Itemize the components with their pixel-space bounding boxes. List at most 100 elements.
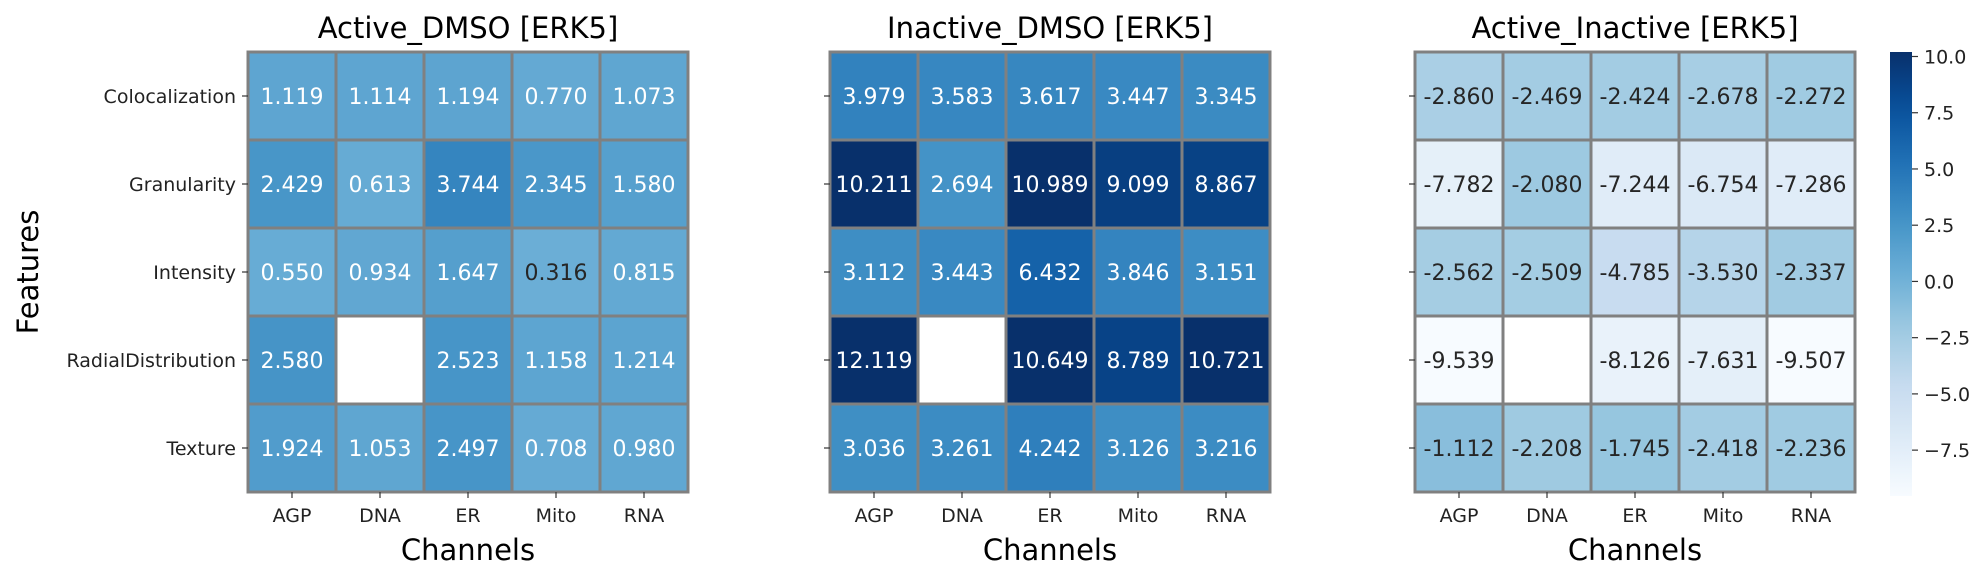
colorbar-tick-label: −5.0: [1924, 384, 1970, 406]
colorbar-tick-label: 10.0: [1924, 46, 1966, 68]
cell-value-label: 1.924: [261, 437, 324, 462]
cell-value-label: 2.523: [437, 349, 500, 374]
heatmap-cell: [1092, 50, 1184, 142]
x-tick-label: DNA: [941, 505, 983, 527]
cell-value-label: 8.867: [1195, 173, 1258, 198]
cell-value-label: 1.580: [613, 173, 676, 198]
heatmap-cell: [1501, 314, 1593, 406]
colorbar-tick-label: 0.0: [1924, 271, 1954, 293]
cell-value-label: 0.316: [525, 261, 588, 286]
x-axis-label: Channels: [983, 533, 1117, 567]
heatmap-panel-3: -2.860 -2.469 -2.424 -2.678 -2.272 -7.782 -2.0…: [1409, 11, 1857, 567]
x-tick-label: AGP: [273, 505, 312, 527]
x-tick-label: AGP: [855, 505, 894, 527]
cell-value-label: 10.721: [1188, 349, 1265, 374]
heatmap-cell: [598, 314, 690, 406]
cell-value-label: -7.244: [1600, 173, 1671, 198]
x-tick-label: RNA: [1791, 505, 1831, 527]
cell-value-label: -2.562: [1424, 261, 1495, 286]
colorbar-tick-label: −2.5: [1924, 328, 1970, 350]
cell-value-label: -1.112: [1424, 437, 1495, 462]
cell-value-label: 0.708: [525, 437, 588, 462]
x-tick-label: Mito: [1703, 505, 1744, 527]
cell-value-label: 0.934: [349, 261, 412, 286]
heatmap-cell: [1677, 50, 1769, 142]
y-tick-label: Colocalization: [104, 86, 236, 108]
heatmap-cell: [1765, 138, 1857, 230]
cell-value-label: 1.194: [437, 85, 500, 110]
heatmap-cell: [1092, 314, 1184, 406]
heatmap-cell: [1677, 138, 1769, 230]
heatmap-cell: [334, 402, 426, 494]
heatmap-cell: [1413, 226, 1505, 318]
x-tick-label: RNA: [624, 505, 664, 527]
cell-value-label: 2.429: [261, 173, 324, 198]
heatmap-cell: [334, 314, 426, 406]
x-tick-label: DNA: [359, 505, 401, 527]
heatmap-cell: [1180, 138, 1272, 230]
heatmap-cell: [1180, 226, 1272, 318]
cell-value-label: -2.469: [1512, 85, 1583, 110]
heatmap-cell: [1677, 314, 1769, 406]
cell-value-label: 1.214: [613, 349, 676, 374]
heatmap-cell: [916, 314, 1008, 406]
cell-value-label: 1.114: [349, 85, 412, 110]
cell-value-label: 3.151: [1195, 261, 1258, 286]
cell-value-label: 3.846: [1107, 261, 1170, 286]
x-tick-label: DNA: [1526, 505, 1568, 527]
x-tick-label: ER: [455, 505, 480, 527]
cell-value-label: 3.617: [1019, 85, 1082, 110]
cell-value-label: 3.443: [931, 261, 994, 286]
heatmap-cell: [1092, 138, 1184, 230]
cell-value-label: 6.432: [1019, 261, 1082, 286]
y-tick-label: RadialDistribution: [66, 350, 236, 372]
y-axis-label: Features: [11, 210, 45, 335]
cell-value-label: 10.649: [1012, 349, 1089, 374]
heatmap-cell: [1180, 402, 1272, 494]
heatmap-cell: [422, 314, 514, 406]
y-tick-label: Intensity: [153, 262, 236, 284]
x-tick-label: ER: [1037, 505, 1062, 527]
cell-value-label: 3.979: [843, 85, 906, 110]
cell-value-label: 12.119: [836, 349, 913, 374]
cell-value-label: -2.080: [1512, 173, 1583, 198]
heatmap-cell: [1004, 402, 1096, 494]
cell-value-label: 3.216: [1195, 437, 1258, 462]
heatmap-cell: [1765, 226, 1857, 318]
cell-value-label: -3.530: [1688, 261, 1759, 286]
cell-value-label: -7.782: [1424, 173, 1495, 198]
heatmap-cell: [1501, 138, 1593, 230]
cell-value-label: -2.337: [1776, 261, 1847, 286]
cell-value-label: 0.613: [349, 173, 412, 198]
heatmap-cell: [246, 402, 338, 494]
heatmap-cell: [1589, 314, 1681, 406]
cell-value-label: 3.126: [1107, 437, 1170, 462]
cell-value-label: -7.631: [1688, 349, 1759, 374]
cell-value-label: -8.126: [1600, 349, 1671, 374]
cell-value-label: 10.989: [1012, 173, 1089, 198]
cell-value-label: 8.789: [1107, 349, 1170, 374]
cell-value-label: -2.418: [1688, 437, 1759, 462]
cell-value-label: -9.539: [1424, 349, 1495, 374]
cell-value-label: -2.236: [1776, 437, 1847, 462]
cell-value-label: 1.053: [349, 437, 412, 462]
cell-value-label: -4.785: [1600, 261, 1671, 286]
cell-value-label: -2.860: [1424, 85, 1495, 110]
cell-value-label: -6.754: [1688, 173, 1759, 198]
cell-value-label: 2.694: [931, 173, 994, 198]
cell-value-label: 3.345: [1195, 85, 1258, 110]
cell-value-label: 1.647: [437, 261, 500, 286]
cell-value-label: 2.345: [525, 173, 588, 198]
cell-value-label: 3.447: [1107, 85, 1170, 110]
cell-value-label: 0.770: [525, 85, 588, 110]
cell-value-label: -2.272: [1776, 85, 1847, 110]
heatmap-cell: [1765, 50, 1857, 142]
cell-value-label: 10.211: [836, 173, 913, 198]
heatmap-cell: [510, 402, 602, 494]
heatmap-cell: [1092, 226, 1184, 318]
colorbar-tick-label: 5.0: [1924, 159, 1954, 181]
cell-value-label: 1.158: [525, 349, 588, 374]
y-tick-label: Granularity: [129, 174, 236, 196]
heatmap-cell: [1004, 226, 1096, 318]
